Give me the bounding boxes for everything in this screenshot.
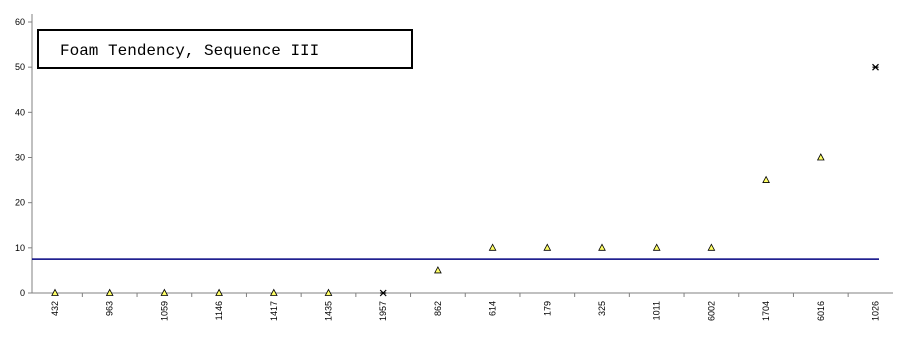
- x-tick-label: 179: [542, 301, 552, 316]
- x-tick-label: 1059: [159, 301, 169, 321]
- y-tick-label: 20: [15, 198, 25, 208]
- y-tick-label: 0: [20, 288, 25, 298]
- data-point-triangle: [652, 243, 661, 251]
- data-point-triangle: [816, 153, 825, 161]
- chart-title: Foam Tendency, Sequence III: [60, 42, 319, 60]
- data-point-triangle: [324, 288, 333, 296]
- x-tick-label: 6016: [816, 301, 826, 321]
- data-point-triangle: [51, 288, 59, 296]
- data-point-x-star: [379, 289, 387, 297]
- chart-title-box: [37, 29, 413, 69]
- x-tick-label: 1704: [761, 301, 771, 321]
- x-tick-label: 1957: [378, 301, 388, 321]
- x-tick-label: 432: [50, 301, 60, 316]
- data-point-triangle: [434, 266, 442, 274]
- x-tick-label: 614: [488, 301, 498, 316]
- y-tick-label: 60: [15, 17, 25, 27]
- data-point-triangle: [105, 288, 114, 296]
- data-point-triangle: [160, 288, 169, 296]
- x-tick-label: 1435: [324, 301, 334, 321]
- x-tick-label: 6002: [706, 301, 716, 321]
- data-point-triangle: [762, 175, 770, 183]
- x-tick-label: 325: [597, 301, 607, 316]
- chart-marks: [51, 63, 879, 297]
- y-tick-label: 40: [15, 107, 25, 117]
- data-point-triangle: [707, 243, 716, 251]
- x-tick-label: 1026: [871, 301, 881, 321]
- x-tick-label: 963: [105, 301, 115, 316]
- y-tick-label: 30: [15, 153, 25, 163]
- x-tick-label: 1146: [214, 301, 224, 320]
- y-tick-label: 10: [15, 243, 25, 253]
- data-point-triangle: [598, 243, 606, 251]
- data-point-triangle: [215, 288, 223, 296]
- chart-axes: 0 10 20 30 40 50 60 432 963 1059 1146 1417 1435 1957 8…: [15, 14, 893, 321]
- data-point-triangle: [488, 243, 497, 251]
- data-point-x-star: [872, 63, 879, 71]
- x-tick-label: 862: [433, 301, 443, 316]
- y-tick-label: 50: [15, 62, 25, 72]
- data-point-triangle: [269, 288, 278, 296]
- data-point-triangle: [543, 243, 552, 251]
- x-tick-label: 1417: [269, 301, 279, 321]
- x-tick-label: 1011: [652, 301, 662, 320]
- chart-title-group: Foam Tendency, Sequence III: [37, 29, 413, 69]
